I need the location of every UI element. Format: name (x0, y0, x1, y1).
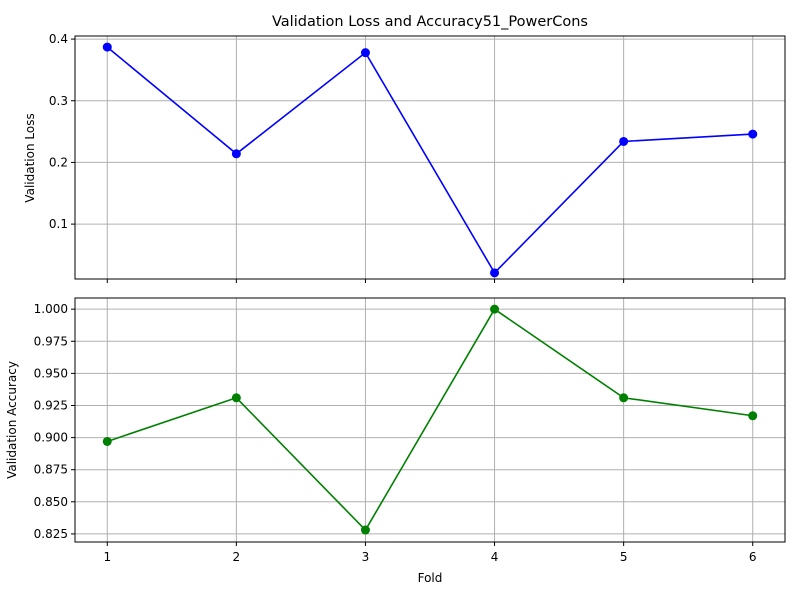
accuracy-data-point (619, 393, 629, 403)
loss-data-point (490, 268, 500, 278)
accuracy-x-tick-label: 5 (620, 550, 628, 564)
accuracy-y-axis-label: Validation Accuracy (5, 361, 19, 479)
accuracy-data-point (360, 525, 370, 535)
loss-data-point (748, 129, 758, 139)
accuracy-x-tick-label: 4 (491, 550, 499, 564)
loss-data-point (102, 42, 112, 52)
loss-y-tick-label: 0.1 (49, 217, 68, 231)
loss-data-point (231, 149, 241, 159)
accuracy-y-tick-label: 0.825 (34, 527, 68, 541)
accuracy-y-tick-label: 1.000 (34, 302, 68, 316)
accuracy-data-point (748, 411, 758, 421)
loss-y-tick-label: 0.3 (49, 94, 68, 108)
loss-panel: 0.1 0.2 0.3 0.4 (49, 32, 786, 283)
accuracy-x-tick-label: 6 (749, 550, 757, 564)
accuracy-x-tick-label: 2 (233, 550, 241, 564)
loss-y-axis-label: Validation Loss (23, 113, 37, 202)
accuracy-y-tick-label: 0.925 (34, 398, 68, 412)
loss-data-point (360, 48, 370, 58)
accuracy-y-tick-label: 0.900 (34, 431, 68, 445)
loss-y-tick-label: 0.4 (49, 32, 68, 46)
accuracy-series-line (107, 308, 753, 532)
accuracy-y-tick-label: 0.975 (34, 334, 68, 348)
accuracy-data-point (102, 436, 112, 446)
accuracy-data-point (231, 393, 241, 403)
x-axis-label: Fold (418, 571, 443, 585)
chart-title: Validation Loss and Accuracy51_PowerCons (272, 14, 588, 30)
loss-y-tick-label: 0.2 (49, 155, 68, 169)
loss-series-line (106, 46, 753, 275)
accuracy-x-tick-label: 3 (362, 550, 370, 564)
accuracy-x-tick-label: 1 (103, 550, 111, 564)
accuracy-y-tick-label: 0.850 (34, 495, 68, 509)
loss-plot-frame (74, 35, 786, 280)
loss-data-point (619, 136, 629, 146)
accuracy-y-tick-label: 0.950 (34, 366, 68, 380)
accuracy-data-point (490, 304, 500, 314)
accuracy-y-tick-label: 0.875 (34, 463, 68, 477)
accuracy-plot-frame (74, 297, 786, 543)
accuracy-panel: 1 2 3 4 5 6 0.825 0.850 0.875 0.900 0.925 0.950 0.97… (34, 297, 786, 564)
